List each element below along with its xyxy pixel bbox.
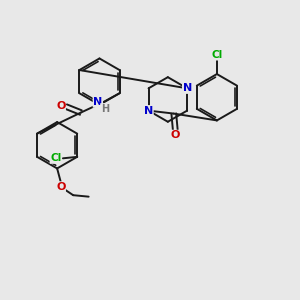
Text: O: O (56, 101, 65, 111)
Text: O: O (56, 182, 65, 192)
Text: O: O (171, 130, 180, 140)
Text: Cl: Cl (50, 153, 61, 163)
Text: N: N (93, 97, 103, 107)
Text: N: N (144, 106, 153, 116)
Text: H: H (100, 104, 109, 114)
Text: Cl: Cl (211, 50, 223, 60)
Text: N: N (182, 83, 192, 93)
